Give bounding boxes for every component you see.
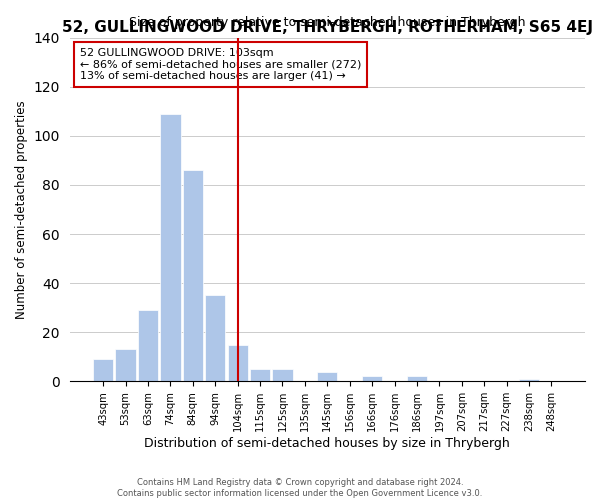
Bar	[138, 310, 158, 382]
Bar	[362, 376, 382, 382]
X-axis label: Distribution of semi-detached houses by size in Thrybergh: Distribution of semi-detached houses by …	[145, 437, 510, 450]
Bar	[115, 350, 136, 382]
Text: Size of property relative to semi-detached houses in Thrybergh: Size of property relative to semi-detach…	[129, 16, 526, 29]
Bar	[317, 372, 337, 382]
Bar	[519, 379, 539, 382]
Bar	[160, 114, 181, 382]
Y-axis label: Number of semi-detached properties: Number of semi-detached properties	[15, 100, 28, 319]
Bar	[250, 369, 270, 382]
Bar	[227, 344, 248, 382]
Title: 52, GULLINGWOOD DRIVE, THRYBERGH, ROTHERHAM, S65 4EJ: 52, GULLINGWOOD DRIVE, THRYBERGH, ROTHER…	[62, 20, 593, 35]
Bar	[93, 360, 113, 382]
Bar	[272, 369, 293, 382]
Text: 52 GULLINGWOOD DRIVE: 103sqm
← 86% of semi-detached houses are smaller (272)
13%: 52 GULLINGWOOD DRIVE: 103sqm ← 86% of se…	[80, 48, 361, 81]
Bar	[407, 376, 427, 382]
Text: Contains HM Land Registry data © Crown copyright and database right 2024.
Contai: Contains HM Land Registry data © Crown c…	[118, 478, 482, 498]
Bar	[183, 170, 203, 382]
Bar	[205, 296, 226, 382]
